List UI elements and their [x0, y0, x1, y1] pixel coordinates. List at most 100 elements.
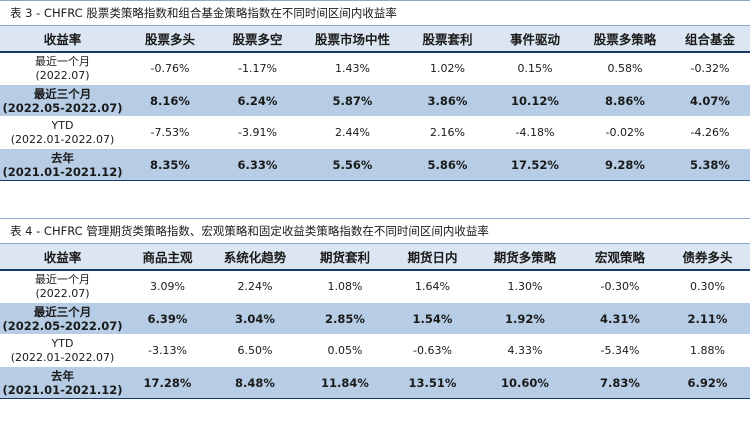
- row-label-main: 最近一个月: [35, 272, 90, 286]
- table-cell: -4.18%: [490, 116, 580, 149]
- table-cell: 1.30%: [475, 270, 575, 303]
- row-label-period: (2022.01-2022.07): [10, 132, 115, 146]
- table-4-block: 表 4 - CHFRC 管理期货类策略指数、宏观策略和固定收益类策略指数在不同时…: [0, 218, 750, 399]
- row-label: YTD (2022.01-2022.07): [0, 116, 125, 149]
- row-label-period: (2021.01-2021.12): [2, 382, 123, 397]
- table-cell: -3.13%: [125, 334, 210, 367]
- table-row: 去年 (2021.01-2021.12) 17.28% 8.48% 11.84%…: [0, 366, 750, 399]
- table-3-block: 表 3 - CHFRC 股票类策略指数和组合基金策略指数在不同时间区间内收益率 …: [0, 0, 750, 181]
- table-cell: 10.12%: [490, 84, 580, 117]
- row-label-main: YTD: [51, 118, 74, 132]
- table-cell: 9.28%: [580, 148, 670, 181]
- table-cell: 1.54%: [390, 302, 475, 335]
- row-label: 最近三个月 (2022.05-2022.07): [0, 302, 125, 335]
- table-4-header-cell: 债券多头: [665, 244, 750, 271]
- table-4-header-cell: 期货套利: [300, 244, 390, 271]
- row-label: 最近一个月 (2022.07): [0, 270, 125, 303]
- table-cell: -5.34%: [575, 334, 665, 367]
- table-cell: -4.26%: [670, 116, 750, 149]
- table-row: 最近三个月 (2022.05-2022.07) 8.16% 6.24% 5.87…: [0, 84, 750, 117]
- row-label-main: 最近一个月: [35, 54, 90, 68]
- table-3-header-cell: 事件驱动: [490, 26, 580, 53]
- table-cell: 6.39%: [125, 302, 210, 335]
- table-4: 收益率 商品主观 系统化趋势 期货套利 期货日内 期货多策略 宏观策略 债券多头…: [0, 244, 750, 399]
- row-label-main: 最近三个月: [33, 304, 92, 319]
- table-3-header-cell: 股票多头: [125, 26, 215, 53]
- row-label: 最近一个月 (2022.07): [0, 52, 125, 85]
- row-label-period: (2022.07): [35, 286, 90, 300]
- table-cell: 0.15%: [490, 52, 580, 85]
- table-3-header-cell: 组合基金: [670, 26, 750, 53]
- table-cell: 6.33%: [215, 148, 300, 181]
- table-cell: 10.60%: [475, 366, 575, 399]
- row-label-main: 去年: [51, 150, 74, 165]
- table-cell: 8.35%: [125, 148, 215, 181]
- table-cell: -0.63%: [390, 334, 475, 367]
- table-cell: 3.86%: [405, 84, 490, 117]
- table-4-header-cell: 宏观策略: [575, 244, 665, 271]
- table-cell: 1.08%: [300, 270, 390, 303]
- table-cell: 4.07%: [670, 84, 750, 117]
- table-3-header-cell: 收益率: [0, 26, 125, 53]
- table-cell: 6.50%: [210, 334, 300, 367]
- table-row: 去年 (2021.01-2021.12) 8.35% 6.33% 5.56% 5…: [0, 148, 750, 181]
- table-cell: 2.11%: [665, 302, 750, 335]
- table-4-header-cell: 系统化趋势: [210, 244, 300, 271]
- table-cell: 2.16%: [405, 116, 490, 149]
- table-cell: 1.02%: [405, 52, 490, 85]
- table-cell: -0.76%: [125, 52, 215, 85]
- table-4-header-row: 收益率 商品主观 系统化趋势 期货套利 期货日内 期货多策略 宏观策略 债券多头: [0, 244, 750, 271]
- table-4-caption: 表 4 - CHFRC 管理期货类策略指数、宏观策略和固定收益类策略指数在不同时…: [0, 218, 750, 244]
- table-cell: 0.58%: [580, 52, 670, 85]
- table-cell: 7.83%: [575, 366, 665, 399]
- table-cell: 5.38%: [670, 148, 750, 181]
- table-cell: 0.30%: [665, 270, 750, 303]
- table-cell: 3.09%: [125, 270, 210, 303]
- table-cell: 2.24%: [210, 270, 300, 303]
- row-label-main: 去年: [51, 368, 74, 383]
- row-label-period: (2022.05-2022.07): [2, 318, 123, 333]
- row-label-period: (2022.07): [35, 68, 90, 82]
- table-row: YTD (2022.01-2022.07) -3.13% 6.50% 0.05%…: [0, 334, 750, 367]
- row-label-period: (2022.01-2022.07): [10, 350, 115, 364]
- table-cell: 5.86%: [405, 148, 490, 181]
- table-3: 收益率 股票多头 股票多空 股票市场中性 股票套利 事件驱动 股票多策略 组合基…: [0, 26, 750, 181]
- table-4-header-cell: 期货日内: [390, 244, 475, 271]
- table-cell: 8.16%: [125, 84, 215, 117]
- table-cell: 1.43%: [300, 52, 405, 85]
- table-cell: -1.17%: [215, 52, 300, 85]
- row-label-main: 最近三个月: [33, 86, 92, 101]
- table-cell: -3.91%: [215, 116, 300, 149]
- table-3-header-cell: 股票市场中性: [300, 26, 405, 53]
- table-cell: 0.05%: [300, 334, 390, 367]
- table-cell: 1.64%: [390, 270, 475, 303]
- table-cell: 5.87%: [300, 84, 405, 117]
- table-cell: 6.92%: [665, 366, 750, 399]
- table-row: YTD (2022.01-2022.07) -7.53% -3.91% 2.44…: [0, 116, 750, 149]
- table-row: 最近一个月 (2022.07) 3.09% 2.24% 1.08% 1.64% …: [0, 270, 750, 303]
- row-label-main: YTD: [51, 336, 74, 350]
- table-cell: 2.44%: [300, 116, 405, 149]
- table-cell: 11.84%: [300, 366, 390, 399]
- table-cell: 3.04%: [210, 302, 300, 335]
- table-cell: 2.85%: [300, 302, 390, 335]
- table-cell: -7.53%: [125, 116, 215, 149]
- row-label-period: (2022.05-2022.07): [2, 100, 123, 115]
- table-3-header-cell: 股票多策略: [580, 26, 670, 53]
- row-label: 去年 (2021.01-2021.12): [0, 148, 125, 181]
- table-cell: 8.86%: [580, 84, 670, 117]
- table-cell: 13.51%: [390, 366, 475, 399]
- row-label: YTD (2022.01-2022.07): [0, 334, 125, 367]
- row-label-period: (2021.01-2021.12): [2, 164, 123, 179]
- table-cell: 1.88%: [665, 334, 750, 367]
- table-4-header-cell: 收益率: [0, 244, 125, 271]
- table-cell: 6.24%: [215, 84, 300, 117]
- table-cell: -0.30%: [575, 270, 665, 303]
- table-cell: 8.48%: [210, 366, 300, 399]
- table-cell: 1.92%: [475, 302, 575, 335]
- table-4-header-cell: 期货多策略: [475, 244, 575, 271]
- table-3-header-cell: 股票套利: [405, 26, 490, 53]
- table-4-header-cell: 商品主观: [125, 244, 210, 271]
- row-label: 最近三个月 (2022.05-2022.07): [0, 84, 125, 117]
- table-cell: 4.31%: [575, 302, 665, 335]
